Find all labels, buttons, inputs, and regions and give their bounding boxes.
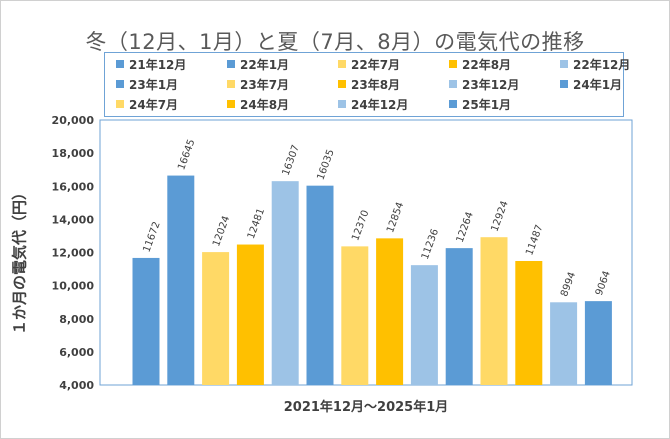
data-label: 12264 [455,210,476,244]
legend-swatch [560,60,568,68]
data-label: 8994 [559,271,578,299]
y-tick-label: 6,000 [59,346,94,359]
legend-swatch [449,60,457,68]
bar [341,246,369,385]
legend-item: 21年12月 [116,56,186,72]
y-tick-label: 12,000 [52,247,95,260]
legend-item: 22年8月 [449,56,511,72]
data-label: 9064 [594,269,613,297]
y-tick-label: 8,000 [59,313,94,326]
bar [445,248,473,385]
bar [202,252,230,385]
legend-swatch [227,80,235,88]
legend-item: 24年8月 [227,96,289,112]
bar [167,175,195,385]
bar [515,260,543,385]
legend-item: 25年1月 [449,96,511,112]
legend-swatch [227,100,235,108]
x-axis-label: 2021年12月～2025年1月 [283,400,449,415]
legend-swatch [338,100,346,108]
y-tick-label: 18,000 [52,147,95,160]
data-label: 12370 [350,209,371,243]
chart-title: 冬（12月、1月）と夏（7月、8月）の電気代の推移 [85,30,585,54]
legend-label: 23年8月 [351,77,401,92]
bar [132,257,160,385]
legend-label: 24年1月 [573,77,623,92]
data-label: 16307 [281,144,302,178]
data-label: 12024 [211,214,232,248]
legend-item: 24年12月 [338,96,408,112]
legend-item: 22年12月 [560,56,630,72]
legend: 21年12月 22年1月 22年7月 22年8月 22年12月 23年1月 23年7月 23年… [104,52,630,117]
legend-label: 22年7月 [351,57,401,72]
y-axis-label-box: １か月の電気代（円） [7,185,31,335]
y-axis-label: １か月の電気代（円） [10,184,29,336]
legend-item: 22年1月 [227,56,289,72]
legend-label: 23年12月 [462,77,520,92]
legend-label: 23年1月 [129,77,179,92]
legend-item: 22年7月 [338,56,400,72]
data-label: 12481 [246,207,267,241]
legend-label: 25年1月 [462,97,512,112]
data-label: 11236 [420,228,441,262]
legend-swatch [560,80,568,88]
legend-item: 24年7月 [116,96,178,112]
y-tick-label: 10,000 [52,280,95,293]
data-label: 11487 [524,223,545,257]
legend-swatch [338,80,346,88]
legend-item: 23年1月 [116,76,178,92]
bar [306,185,334,385]
legend-swatch [116,60,124,68]
legend-label: 24年12月 [351,97,409,112]
legend-label: 24年7月 [129,97,179,112]
legend-label: 22年1月 [240,57,290,72]
y-tick-label: 20,000 [52,114,95,127]
legend-item: 23年8月 [338,76,400,92]
legend-swatch [227,60,235,68]
legend-item: 24年1月 [560,76,622,92]
data-label: 12924 [489,200,510,234]
y-tick-label: 4,000 [59,379,94,392]
legend-swatch [449,80,457,88]
y-tick-label: 16,000 [52,180,95,193]
legend-label: 23年7月 [240,77,290,92]
bar [550,302,578,385]
y-tick-label: 14,000 [52,213,95,226]
legend-swatch [116,100,124,108]
legend-item: 23年7月 [227,76,289,92]
bar [236,244,264,385]
data-label: 12854 [385,201,406,235]
legend-label: 22年12月 [573,57,631,72]
bar [584,301,612,385]
bar [376,238,404,385]
legend-label: 24年8月 [240,97,290,112]
legend-swatch [116,80,124,88]
bar [271,181,299,385]
data-label: 11672 [141,220,162,254]
legend-swatch [338,60,346,68]
bar [480,237,508,385]
legend-label: 21年12月 [129,57,187,72]
data-label: 16645 [176,138,197,172]
legend-item: 23年12月 [449,76,519,92]
bar [410,265,438,385]
data-label: 16035 [315,148,336,182]
legend-label: 22年8月 [462,57,512,72]
legend-swatch [449,100,457,108]
